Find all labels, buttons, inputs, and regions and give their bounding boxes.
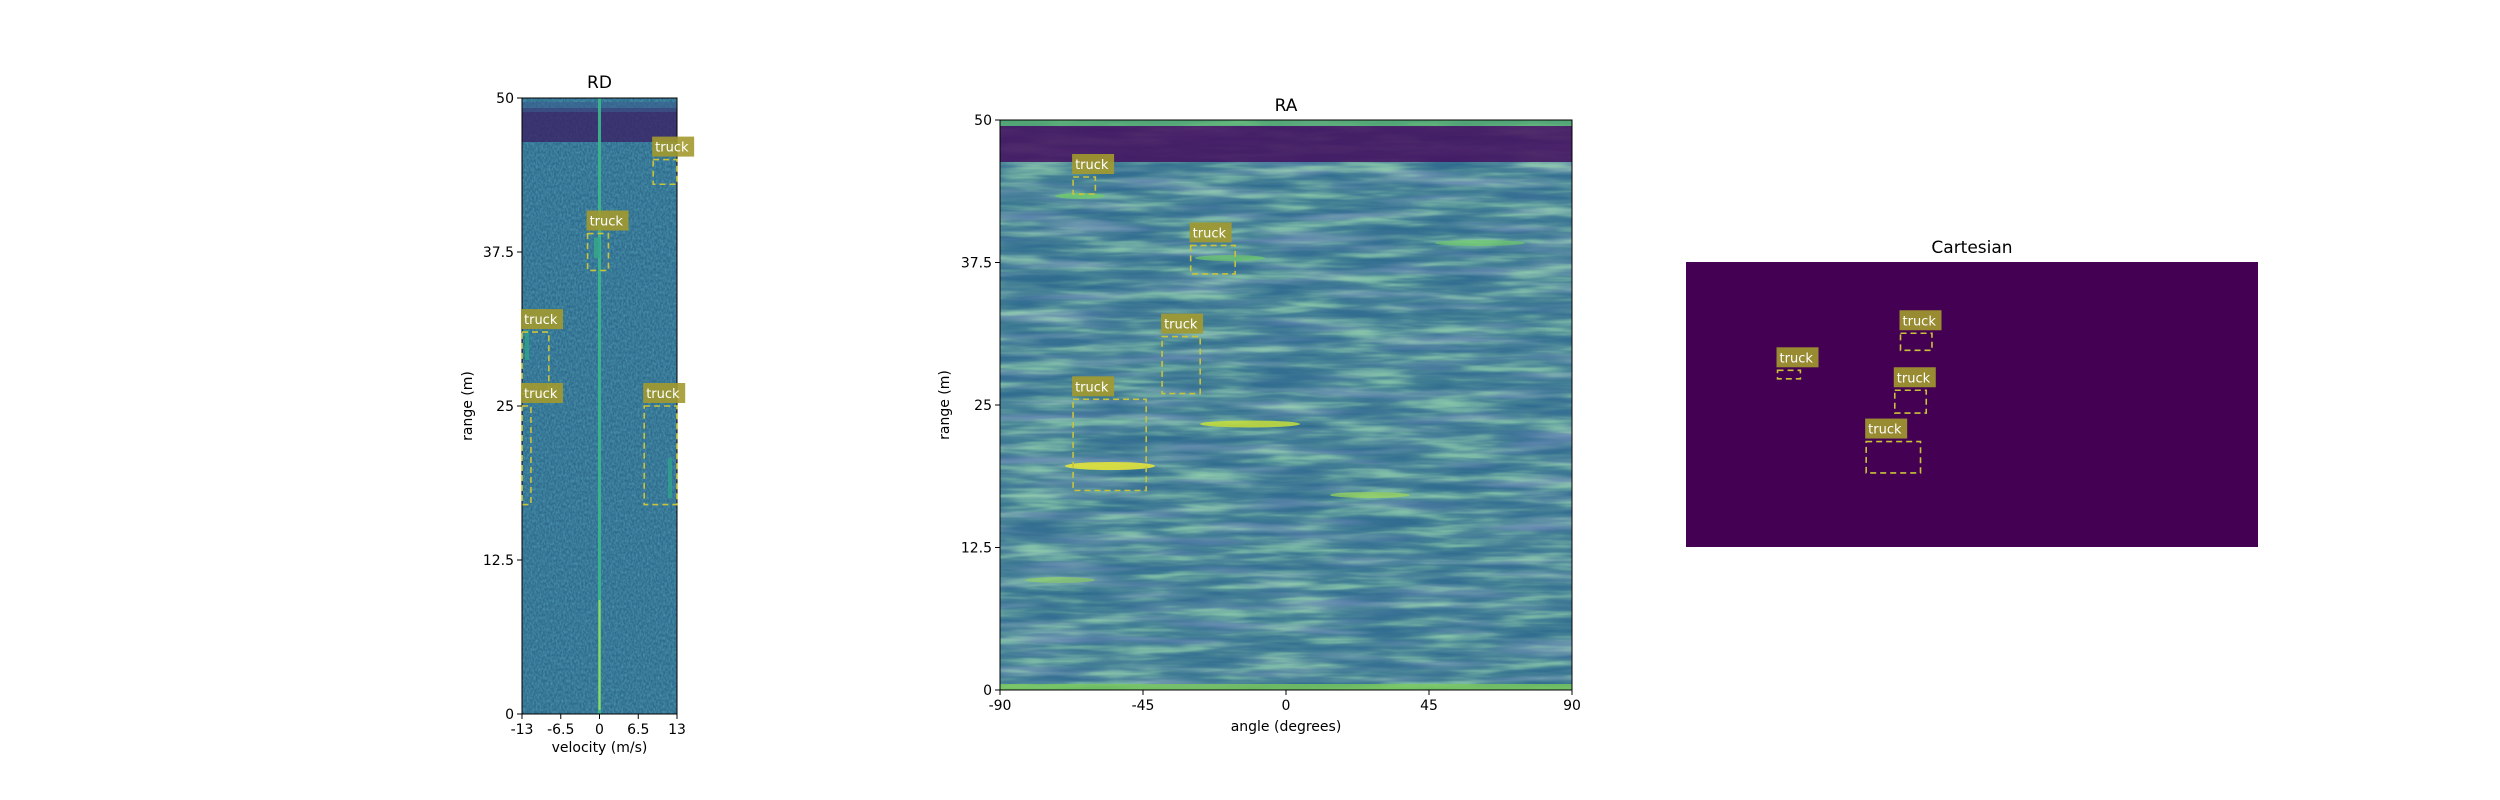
ra-box-label-bg [1161, 313, 1204, 334]
rd-box-0: truck [652, 136, 695, 186]
ra-ytick-label: 37.5 [961, 256, 992, 272]
ra-ylabel: range (m) [937, 370, 953, 440]
cartesian-title: Cartesian [1931, 238, 2012, 258]
rd-xtick-label: 0 [595, 722, 604, 738]
rd-y-ticks: 0 12.5 25 37.5 50 [483, 91, 522, 723]
rd-xtick-label: 13 [668, 722, 686, 738]
ra-y-ticks: 0 12.5 25 37.5 50 [961, 113, 1000, 699]
rd-panel: RD truck truck truck truck truck -13 -6.5 0 6.5… [460, 73, 695, 756]
ra-xtick-label: 90 [1563, 698, 1581, 714]
rd-box-label-bg [521, 383, 563, 403]
ra-box-rect [1189, 244, 1236, 275]
ra-box-rect [1161, 335, 1201, 395]
rd-box-label-bg [652, 136, 695, 157]
rd-box-rect [652, 158, 678, 186]
ra-xtick-label: -90 [989, 698, 1012, 714]
cartesian-box-1: truck [1776, 347, 1819, 380]
cartesian-box-label: truck [1780, 351, 1814, 366]
ra-box-label-bg [1189, 222, 1232, 243]
rd-box-rect [586, 232, 610, 272]
rd-box-label-bg [586, 210, 629, 231]
rd-box-label: truck [655, 141, 689, 156]
rd-xlabel: velocity (m/s) [552, 740, 648, 756]
ra-ytick-label: 25 [974, 398, 992, 414]
cartesian-box-label: truck [1903, 314, 1937, 329]
rd-ytick-label: 50 [496, 91, 514, 107]
ra-xtick-label: 45 [1420, 698, 1438, 714]
cartesian-box-label-bg [1899, 310, 1942, 331]
ra-box-label: truck [1164, 318, 1198, 333]
ra-xlabel: angle (degrees) [1231, 719, 1342, 735]
ra-panel: RA truck truck truck truck -90 -45 0 45 90 0 12.… [937, 96, 1581, 735]
ra-boxes: truck truck truck truck [1072, 154, 1236, 492]
rd-xtick-label: 6.5 [627, 722, 649, 738]
cartesian-box-label-bg [1893, 367, 1936, 388]
rd-box-label-bg [643, 383, 686, 403]
cartesian-box-rect [1899, 332, 1933, 352]
ra-box-1: truck [1189, 222, 1236, 275]
rd-xtick-label: -6.5 [547, 722, 574, 738]
ra-heatmap [1000, 120, 1572, 690]
rd-box-4: truck [521, 383, 563, 506]
cartesian-box-rect [1893, 389, 1928, 414]
cartesian-box-label-bg [1865, 418, 1908, 439]
rd-box-label-bg [521, 309, 563, 330]
rd-box-label: truck [646, 387, 680, 402]
rd-ytick-label: 12.5 [483, 553, 514, 569]
ra-box-rect [1072, 176, 1097, 195]
cartesian-box-label-bg [1776, 347, 1819, 368]
cartesian-box-2: truck [1893, 367, 1936, 414]
ra-box-2: truck [1161, 313, 1204, 395]
rd-box-rect [521, 405, 532, 506]
rd-ytick-label: 0 [505, 707, 514, 723]
rd-boxes: truck truck truck truck truck [521, 136, 695, 506]
cartesian-panel: Cartesian truck truck truck truck [1686, 238, 2258, 547]
ra-box-rect [1072, 398, 1147, 492]
rd-ylabel: range (m) [460, 371, 476, 441]
ra-box-label: truck [1075, 158, 1109, 173]
rd-box-label: truck [590, 215, 624, 230]
cartesian-box-rect [1776, 369, 1802, 380]
rd-box-label: truck [524, 387, 558, 402]
cartesian-box-label: truck [1897, 371, 1931, 386]
rd-box-label: truck [524, 313, 558, 328]
rd-x-ticks: -13 -6.5 0 6.5 13 [511, 714, 686, 738]
rd-box-3: truck [643, 383, 686, 506]
ra-ytick-label: 50 [974, 113, 992, 129]
rd-ytick-label: 37.5 [483, 245, 514, 261]
ra-xtick-label: 0 [1282, 698, 1291, 714]
ra-box-label: truck [1193, 226, 1227, 241]
cartesian-boxes: truck truck truck truck [1776, 310, 1942, 474]
ra-box-0: truck [1072, 154, 1115, 195]
ra-box-3: truck [1072, 376, 1147, 492]
cartesian-box-label: truck [1868, 423, 1902, 438]
ra-title: RA [1275, 96, 1298, 116]
cartesian-box-3: truck [1865, 418, 1922, 474]
ra-box-label-bg [1072, 154, 1115, 174]
cartesian-field [1686, 262, 2258, 547]
ra-xtick-label: -45 [1132, 698, 1155, 714]
cartesian-box-0: truck [1899, 310, 1942, 352]
ra-box-label: truck [1075, 380, 1109, 395]
cartesian-box-rect [1865, 440, 1922, 474]
ra-ytick-label: 12.5 [961, 541, 992, 557]
ra-box-label-bg [1072, 376, 1115, 397]
rd-ytick-label: 25 [496, 399, 514, 415]
rd-heatmap [522, 98, 677, 714]
ra-ytick-label: 0 [983, 683, 992, 699]
rd-box-rect [643, 405, 678, 506]
rd-xtick-label: -13 [511, 722, 534, 738]
rd-title: RD [587, 73, 612, 93]
rd-box-1: truck [586, 210, 629, 272]
ra-x-ticks: -90 -45 0 45 90 [989, 690, 1581, 714]
